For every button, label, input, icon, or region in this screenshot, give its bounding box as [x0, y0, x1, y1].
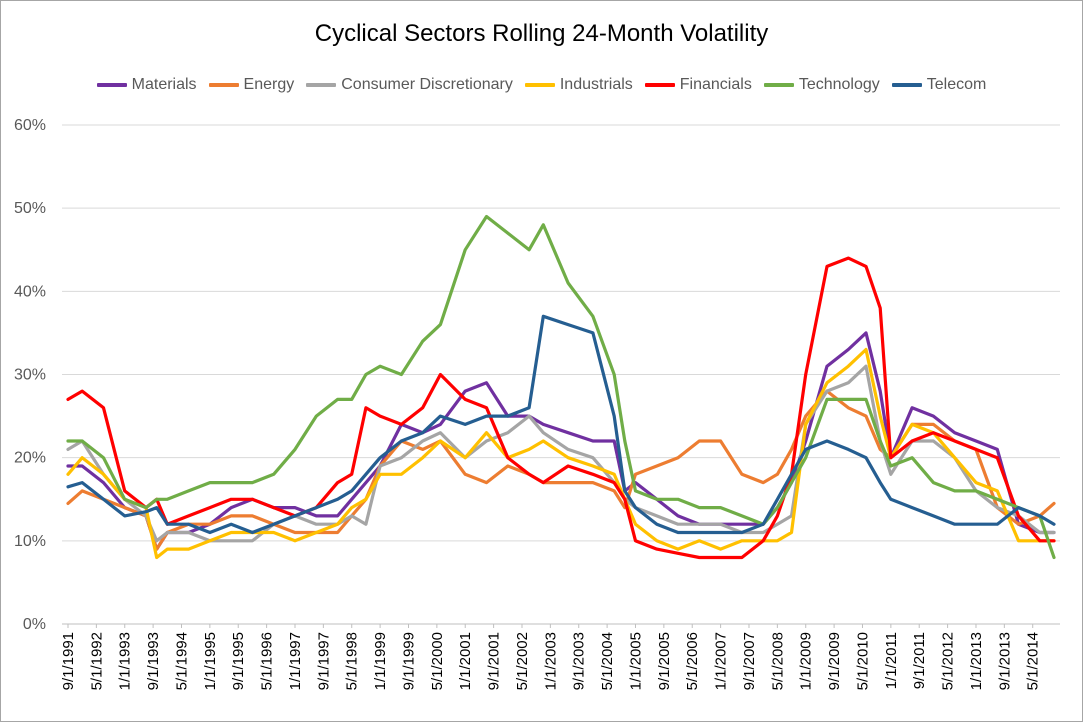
legend-item-consumer-discretionary: Consumer Discretionary [306, 76, 513, 94]
x-tick-label: 9/1/2001 [486, 632, 503, 690]
x-tick-label: 9/1/2013 [996, 632, 1013, 690]
legend-swatch [644, 83, 675, 87]
x-tick-label: 5/1/1994 [173, 632, 190, 690]
x-tick-label: 1/1/1993 [117, 632, 134, 690]
x-tick-label: 9/1/2011 [911, 632, 928, 689]
legend-item-financials: Financials [644, 76, 752, 94]
legend-label: Industrials [559, 76, 633, 93]
y-tick-label: 40% [14, 283, 46, 300]
x-tick-label: 5/1/1996 [259, 632, 276, 690]
series-line-materials [66, 331, 1056, 551]
legend-item-energy: Energy [208, 76, 295, 94]
x-tick-label: 9/1/2007 [741, 632, 758, 690]
legend-swatch [891, 83, 922, 87]
chart-title: Cyclical Sectors Rolling 24-Month Volati… [314, 20, 769, 47]
y-tick-label: 20% [14, 450, 46, 467]
legend-swatch [306, 83, 337, 87]
y-tick-label: 60% [14, 117, 46, 134]
legend-label: Telecom [926, 76, 987, 93]
x-tick-label: 5/1/2010 [854, 632, 871, 690]
x-tick-label: 1/1/1999 [372, 632, 389, 690]
legend-swatch [208, 83, 239, 87]
y-tick-label: 0% [23, 616, 46, 633]
legend-item-telecom: Telecom [891, 76, 987, 94]
x-tick-label: 9/1/2009 [826, 632, 843, 690]
y-tick-label: 30% [14, 367, 46, 384]
x-tick-label: 9/1/1993 [145, 632, 162, 690]
x-tick-label: 1/1/2009 [798, 632, 815, 690]
x-tick-label: 5/1/2002 [514, 632, 531, 690]
x-tick-label: 9/1/1991 [60, 632, 77, 690]
series-line-telecom [66, 314, 1056, 535]
legend-label: Financials [679, 76, 752, 93]
series-line-financials [66, 256, 1056, 560]
x-tick-label: 5/1/2008 [769, 632, 786, 690]
x-tick-label: 9/1/1999 [400, 632, 417, 690]
x-tick-label: 1/1/2007 [713, 632, 730, 690]
legend-label: Technology [798, 76, 880, 93]
y-tick-label: 50% [14, 200, 46, 217]
chart-legend: Materials Energy Consumer Discretionary Ind… [0, 74, 1083, 96]
legend-label: Materials [131, 76, 197, 93]
x-tick-label: 5/1/2014 [1025, 632, 1042, 690]
x-tick-label: 9/1/2005 [656, 632, 673, 690]
legend-label: Consumer Discretionary [341, 76, 513, 93]
x-tick-label: 1/1/2001 [457, 632, 474, 690]
x-tick-label: 1/1/1995 [202, 632, 219, 690]
x-tick-label: 5/1/1998 [344, 632, 361, 690]
y-tick-label: 10% [14, 533, 46, 550]
x-tick-label: 5/1/1992 [88, 632, 105, 690]
x-tick-label: 5/1/2012 [940, 632, 957, 690]
legend-item-technology: Technology [763, 76, 880, 94]
legend-swatch [96, 83, 127, 87]
x-tick-label: 1/1/1997 [287, 632, 304, 690]
legend-item-industrials: Industrials [524, 76, 633, 94]
x-tick-label: 1/1/2011 [883, 632, 900, 689]
x-tick-label: 9/1/1995 [230, 632, 247, 690]
x-tick-label: 5/1/2004 [599, 632, 616, 690]
x-tick-label: 9/1/1997 [315, 632, 332, 690]
series-line-industrials [66, 347, 1056, 560]
x-tick-label: 1/1/2013 [968, 632, 985, 690]
x-tick-label: 1/1/2005 [627, 632, 644, 690]
series-line-technology [66, 214, 1056, 560]
x-tick-label: 1/1/2003 [542, 632, 559, 690]
legend-label: Energy [243, 76, 295, 93]
legend-item-materials: Materials [96, 76, 197, 94]
x-tick-label: 9/1/2003 [571, 632, 588, 690]
x-tick-label: 5/1/2000 [429, 632, 446, 690]
x-tick-label: 5/1/2006 [684, 632, 701, 690]
legend-swatch [524, 83, 555, 87]
legend-swatch [763, 83, 794, 87]
